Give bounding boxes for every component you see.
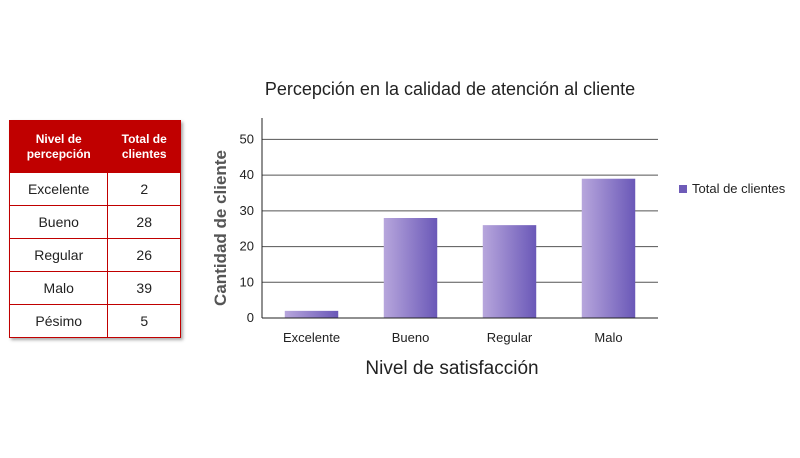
- x-tick-label: Malo: [594, 330, 622, 345]
- table-row: Malo 39: [8, 271, 181, 305]
- cell-level: Regular: [8, 238, 109, 272]
- cell-total: 28: [107, 205, 181, 239]
- y-tick-label: 50: [240, 131, 254, 146]
- x-tick-label: Regular: [487, 330, 533, 345]
- y-axis-label: Cantidad de cliente: [211, 150, 230, 306]
- data-table: Nivel de percepción Total de clientes Ex…: [8, 120, 181, 338]
- cell-total: 5: [107, 304, 181, 338]
- y-tick-labels: 0 10 20 30 40 50: [240, 131, 254, 325]
- x-tick-labels: Excelente Bueno Regular Malo: [283, 330, 623, 345]
- table-row: Bueno 28: [8, 205, 181, 239]
- header-total: Total de clientes: [107, 120, 181, 173]
- y-tick-label: 0: [247, 310, 254, 325]
- table-row: Pésimo 5: [8, 304, 181, 338]
- y-tick-label: 30: [240, 203, 254, 218]
- legend-swatch: [679, 185, 687, 193]
- cell-level: Pésimo: [8, 304, 109, 338]
- legend-label: Total de clientes: [692, 181, 786, 196]
- cell-level: Bueno: [8, 205, 109, 239]
- y-tick-label: 10: [240, 274, 254, 289]
- y-tick-label: 20: [240, 239, 254, 254]
- x-tick-label: Excelente: [283, 330, 340, 345]
- x-axis-label: Nivel de satisfacción: [365, 358, 538, 379]
- chart-title: Percepción en la calidad de atención al …: [265, 79, 635, 99]
- y-tick-label: 40: [240, 167, 254, 182]
- cell-level: Excelente: [8, 172, 109, 206]
- bars: [284, 178, 636, 318]
- table-row: Excelente 2: [8, 172, 181, 206]
- x-tick-label: Bueno: [392, 330, 430, 345]
- bar-excelente: [284, 310, 339, 318]
- bar-bueno: [383, 218, 438, 318]
- table-row: Regular 26: [8, 238, 181, 272]
- cell-level: Malo: [8, 271, 109, 305]
- legend: Total de clientes: [679, 181, 786, 196]
- bar-malo: [581, 178, 636, 318]
- bar-regular: [482, 225, 537, 318]
